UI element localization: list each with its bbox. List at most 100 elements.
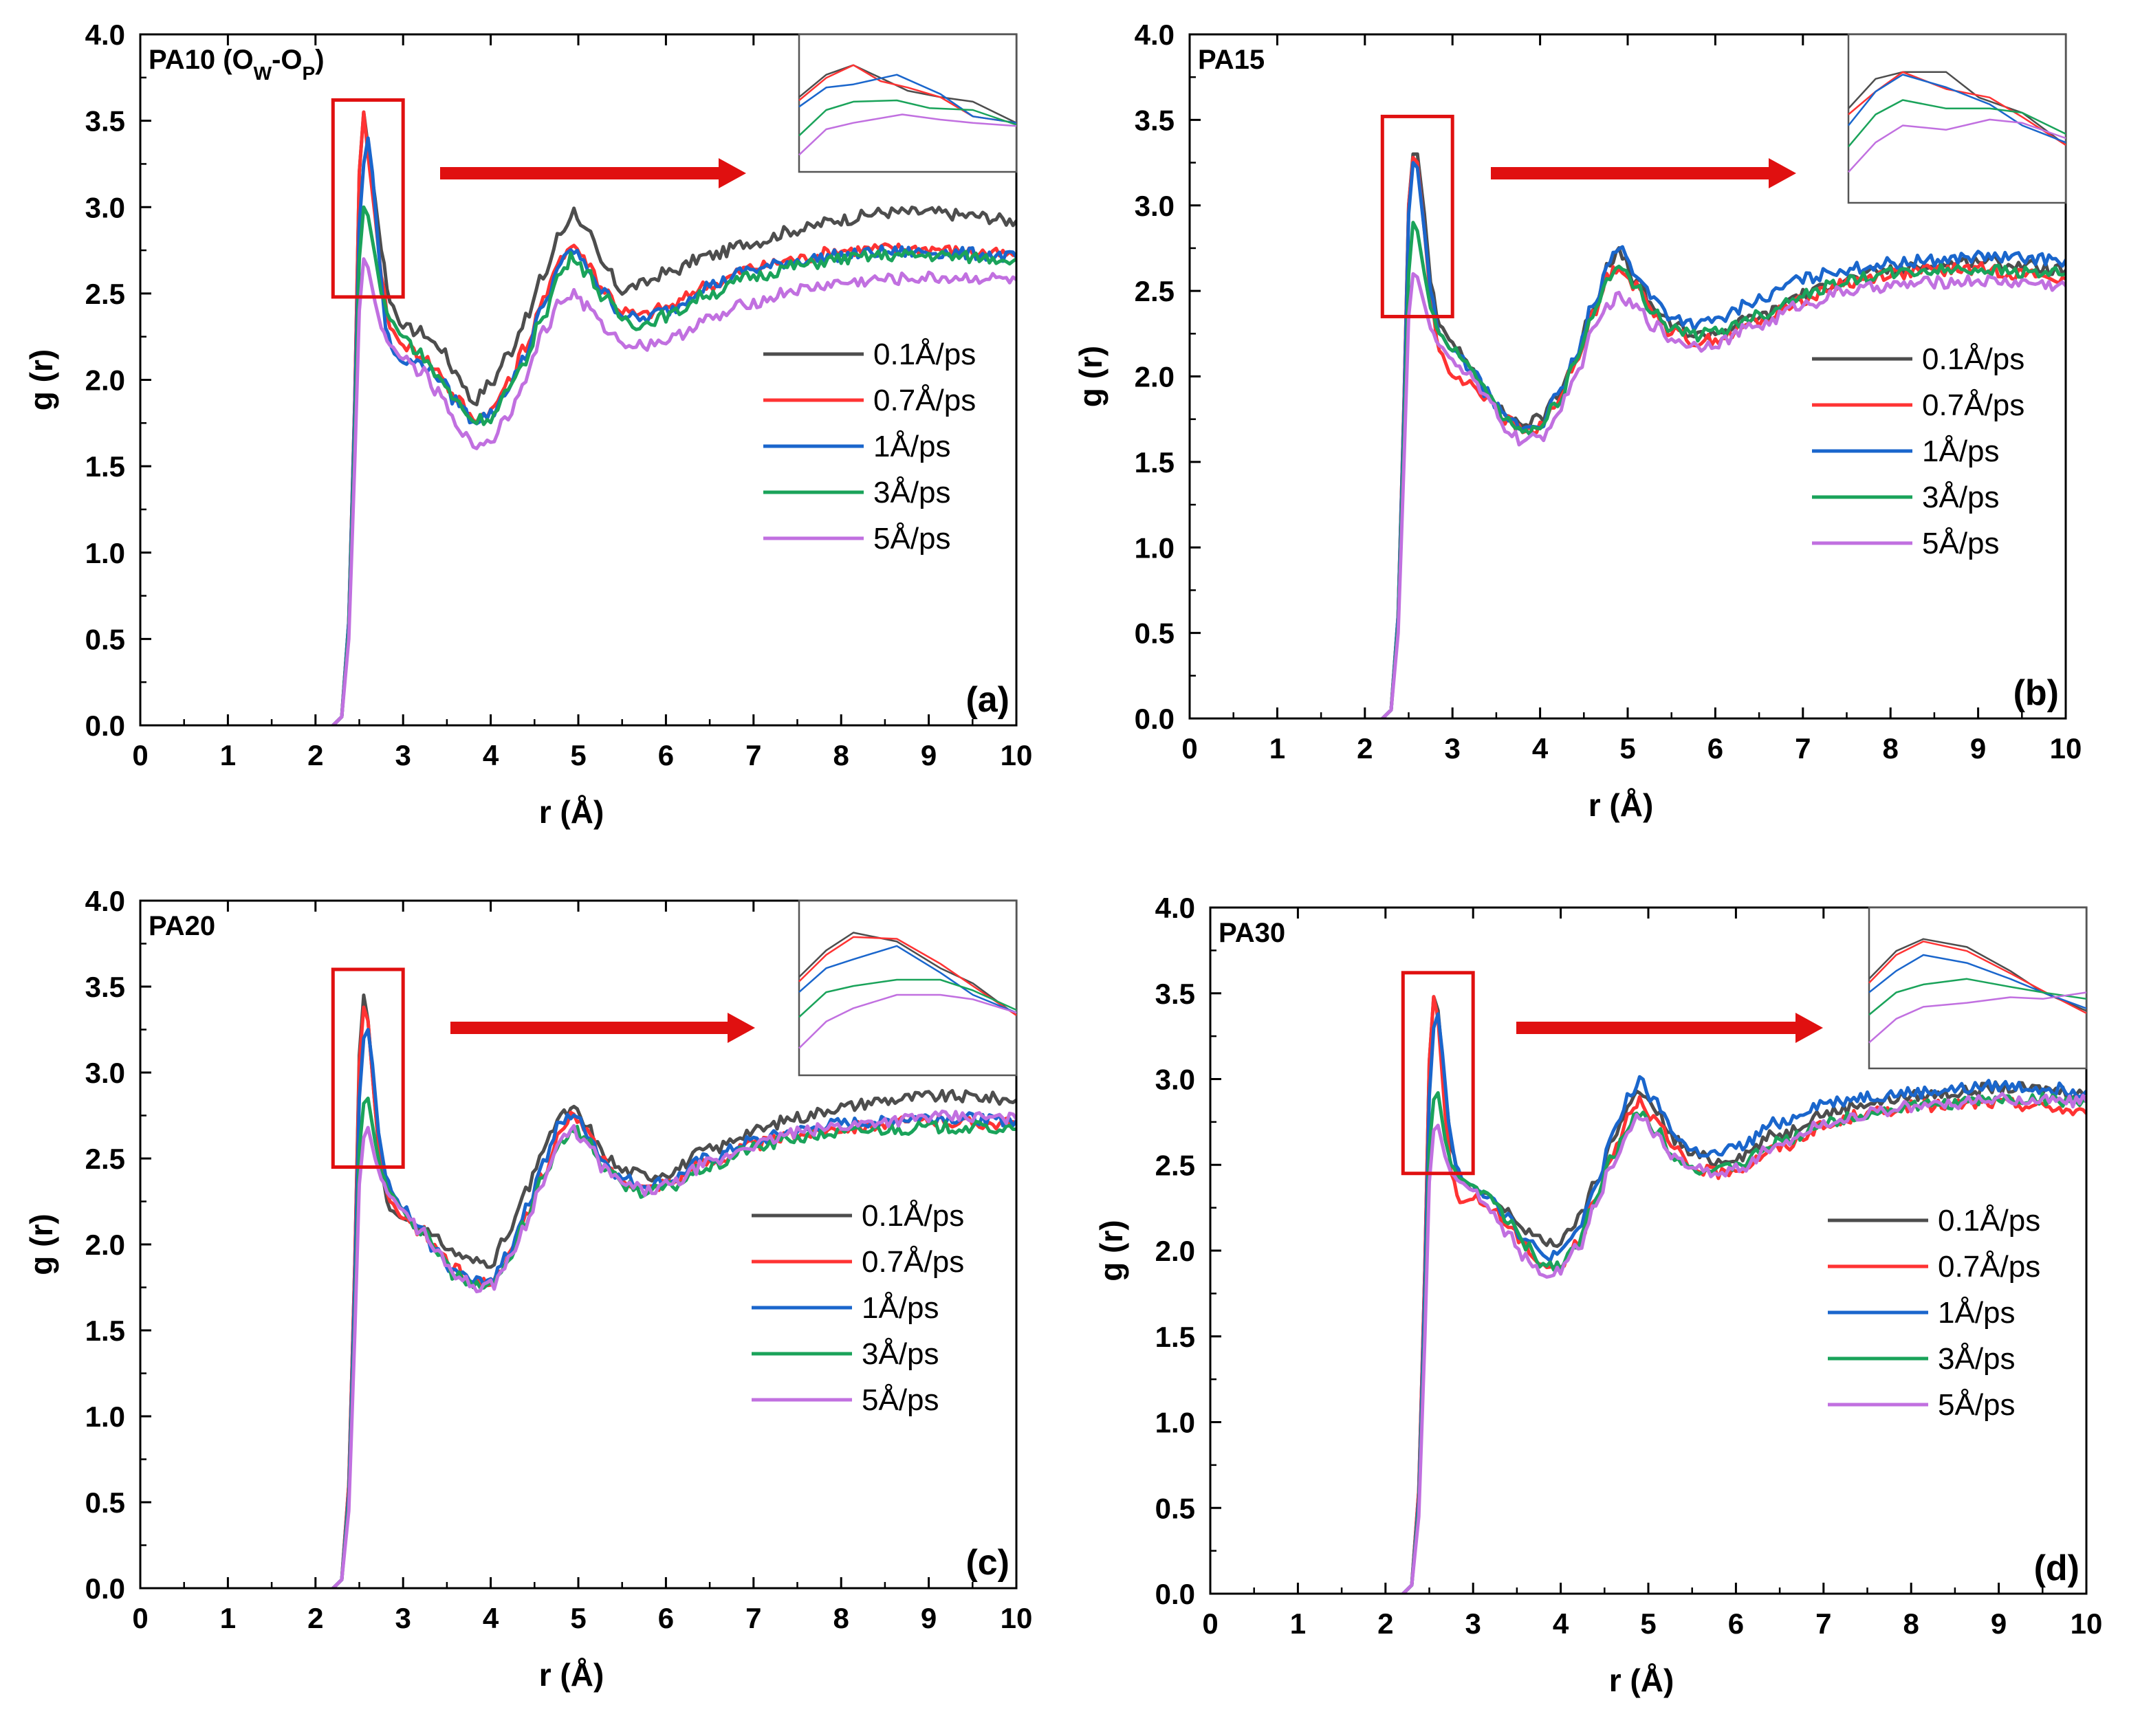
inset-lines bbox=[798, 64, 1017, 156]
x-tick-label: 3 bbox=[395, 1602, 411, 1634]
x-tick-label: 1 bbox=[1269, 732, 1285, 765]
inset-lines bbox=[798, 932, 1017, 1049]
series-line-4 bbox=[1401, 1092, 2086, 1594]
y-tick-label: 4.0 bbox=[85, 885, 125, 917]
x-tick-label: 8 bbox=[833, 1602, 849, 1634]
legend-label: 0.7Å/ps bbox=[873, 384, 976, 417]
x-tick-label: 4 bbox=[1532, 732, 1549, 765]
peak-highlight-box bbox=[1401, 971, 1475, 1176]
legend-label: 0.1Å/ps bbox=[1938, 1204, 2040, 1238]
x-tick-label: 0 bbox=[1181, 732, 1197, 765]
x-tick-label: 4 bbox=[483, 1602, 499, 1634]
legend-label: 0.7Å/ps bbox=[862, 1245, 964, 1279]
series-line-1 bbox=[331, 110, 1016, 725]
inset-frame bbox=[798, 899, 1018, 1077]
y-tick-label: 1.5 bbox=[85, 450, 125, 483]
peak-highlight-box bbox=[331, 967, 405, 1169]
x-tick-label: 2 bbox=[307, 1602, 323, 1634]
x-tick-label: 0 bbox=[1202, 1607, 1218, 1640]
y-tick-label: 4.0 bbox=[1155, 892, 1195, 924]
y-axis-title: g (r) bbox=[1093, 1220, 1129, 1281]
x-tick-label: 1 bbox=[220, 739, 236, 771]
y-tick-label: 0.5 bbox=[85, 623, 125, 655]
y-tick-label: 3.5 bbox=[1135, 104, 1175, 136]
inset-line-2 bbox=[1848, 74, 2066, 144]
y-tick-label: 0.0 bbox=[85, 710, 125, 742]
y-tick-label: 2.0 bbox=[85, 364, 125, 397]
inset-line-3 bbox=[798, 99, 1017, 137]
panel-letter: (b) bbox=[2013, 673, 2059, 713]
x-tick-label: 0 bbox=[132, 1602, 148, 1634]
y-tick-label: 3.0 bbox=[85, 1057, 125, 1089]
x-tick-label: 5 bbox=[1640, 1607, 1656, 1640]
x-axis-title: r (Å) bbox=[1609, 1662, 1674, 1698]
y-tick-label: 1.5 bbox=[1155, 1321, 1195, 1353]
y-tick-label: 2.0 bbox=[1135, 361, 1175, 393]
x-tick-label: 10 bbox=[2050, 732, 2082, 765]
y-tick-label: 0.0 bbox=[1155, 1578, 1195, 1610]
series-group bbox=[1380, 152, 2066, 718]
panel-title: PA30 bbox=[1219, 918, 1285, 948]
series-line-3 bbox=[331, 205, 1016, 725]
zoom-arrow-head bbox=[728, 1013, 755, 1043]
y-tick-label: 2.0 bbox=[1155, 1235, 1195, 1267]
series-line-2 bbox=[1401, 1012, 2086, 1594]
panel-title: PA10 (OW-OP) bbox=[149, 45, 325, 84]
y-axis-title: g (r) bbox=[1073, 346, 1109, 407]
inset-line-4 bbox=[798, 113, 1017, 156]
inset-line-3 bbox=[1848, 99, 2066, 148]
y-tick-label: 2.5 bbox=[1135, 275, 1175, 307]
panel-title-part: ) bbox=[315, 45, 324, 75]
x-tick-label: 10 bbox=[1001, 1602, 1033, 1634]
x-tick-label: 9 bbox=[1991, 1607, 2007, 1640]
legend-label: 1Å/ps bbox=[1922, 435, 2000, 468]
legend-label: 0.7Å/ps bbox=[1938, 1250, 2040, 1284]
x-tick-label: 3 bbox=[395, 739, 411, 771]
y-tick-label: 0.5 bbox=[1155, 1492, 1195, 1524]
legend-label: 0.7Å/ps bbox=[1922, 388, 2024, 422]
zoom-arrow-head bbox=[1795, 1013, 1823, 1043]
x-tick-label: 9 bbox=[921, 739, 937, 771]
panel-b: 0 1 2 3 4 5 6 7 8 9 10 0.0 0.5 1.0 1.5 2.0 2.5 3.0 3.5 4.0 r… bbox=[1073, 19, 2082, 823]
y-tick-label: 3.5 bbox=[85, 105, 125, 138]
panel-c: 0 1 2 3 4 5 6 7 8 9 10 0.0 0.5 1.0 1.5 2.0 2.5 3.0 3.5 4.0 r… bbox=[23, 885, 1032, 1693]
peak-highlight-box bbox=[1380, 114, 1454, 318]
panel-title: PA20 bbox=[149, 911, 215, 941]
series-line-3 bbox=[1380, 221, 2066, 718]
x-tick-label: 8 bbox=[1883, 732, 1899, 765]
x-tick-label: 5 bbox=[570, 739, 586, 771]
x-tick-label: 1 bbox=[220, 1602, 236, 1634]
x-tick-label: 6 bbox=[1707, 732, 1723, 765]
x-tick-label: 6 bbox=[658, 739, 674, 771]
x-tick-label: 10 bbox=[1001, 739, 1033, 771]
panel-a: 0 1 2 3 4 5 6 7 8 9 10 0.0 0.5 1.0 1.5 2.0 2.5 3.0 3.5 4.0 r… bbox=[23, 19, 1032, 830]
x-tick-label: 5 bbox=[570, 1602, 586, 1634]
inset-line-4 bbox=[1848, 118, 2066, 173]
y-tick-label: 2.5 bbox=[85, 278, 125, 310]
x-tick-label: 7 bbox=[1815, 1607, 1831, 1640]
inset-lines bbox=[1848, 71, 2066, 173]
inset-line-1 bbox=[798, 936, 1017, 1016]
y-tick-label: 1.0 bbox=[85, 537, 125, 569]
series-group bbox=[331, 993, 1016, 1588]
y-tick-label: 2.5 bbox=[85, 1143, 125, 1175]
legend-label: 5Å/ps bbox=[1938, 1388, 2016, 1422]
series-line-4 bbox=[331, 1109, 1016, 1588]
y-tick-label: 3.0 bbox=[1135, 190, 1175, 222]
x-tick-label: 8 bbox=[833, 739, 849, 771]
series-line-4 bbox=[331, 257, 1016, 725]
x-tick-label: 6 bbox=[658, 1602, 674, 1634]
zoom-arrow-head bbox=[719, 158, 746, 188]
x-tick-label: 3 bbox=[1445, 732, 1461, 765]
legend-label: 5Å/ps bbox=[1922, 527, 2000, 560]
x-tick-label: 0 bbox=[132, 739, 148, 771]
y-tick-label: 1.5 bbox=[1135, 446, 1175, 479]
x-tick-label: 2 bbox=[1377, 1607, 1393, 1640]
legend-label: 5Å/ps bbox=[873, 522, 951, 556]
panel-title: PA15 bbox=[1198, 45, 1265, 75]
x-tick-label: 9 bbox=[921, 1602, 937, 1634]
x-tick-label: 5 bbox=[1619, 732, 1635, 765]
x-tick-label: 4 bbox=[483, 739, 499, 771]
y-tick-label: 1.5 bbox=[85, 1315, 125, 1347]
